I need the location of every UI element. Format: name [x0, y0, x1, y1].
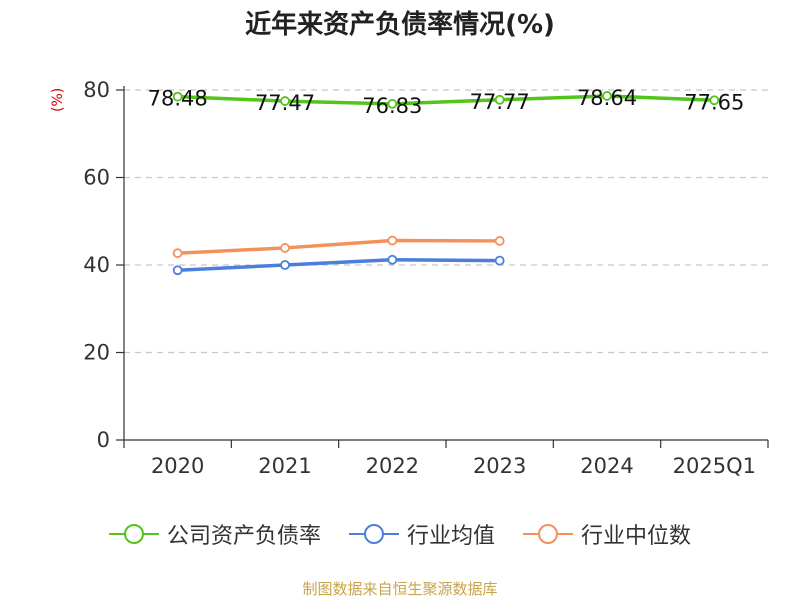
legend-item-industry-average[interactable]: 行业均值 [348, 518, 495, 550]
chart-title: 近年来资产负债率情况(%) [245, 10, 555, 40]
data-label: 77.77 [470, 90, 530, 114]
series-point-2 [280, 243, 290, 253]
data-label: 78.48 [148, 87, 208, 111]
data-label: 77.47 [255, 91, 315, 115]
series-point-0 [387, 98, 398, 109]
y-tick-label: 20 [83, 341, 110, 365]
series-line-2 [177, 238, 500, 255]
y-tick-label: 80 [83, 78, 110, 102]
legend-swatch-company [108, 524, 159, 544]
x-tick-label: 2022 [366, 454, 419, 478]
series-point-0 [709, 95, 720, 106]
series-point-1 [387, 254, 398, 265]
series-point-1 [172, 265, 183, 276]
x-tick-label: 2021 [258, 454, 311, 478]
data-label: 78.64 [577, 86, 637, 110]
data-label: 76.83 [362, 94, 422, 118]
x-tick-label: 2024 [580, 454, 633, 478]
series-line-1 [177, 258, 500, 272]
series-point-2 [387, 235, 398, 246]
source-note: 制图数据来自恒生聚源数据库 [302, 580, 498, 598]
series-point-2 [494, 236, 505, 246]
series-point-0 [172, 91, 183, 102]
x-tick-label: 2020 [151, 454, 204, 478]
series-point-1 [280, 260, 290, 270]
legend: 公司资产负债率 行业均值 行业中位数 [0, 518, 800, 550]
series-point-1 [494, 255, 505, 266]
legend-item-company[interactable]: 公司资产负债率 [108, 518, 321, 550]
y-tick-label: 60 [83, 166, 110, 190]
series-point-0 [280, 96, 290, 106]
series-point-0 [494, 94, 505, 105]
x-tick-label: 2025Q1 [673, 454, 756, 478]
legend-label-industry-median: 行业中位数 [581, 524, 692, 549]
legend-label-industry-average: 行业均值 [406, 524, 495, 549]
legend-item-industry-median[interactable]: 行业中位数 [523, 518, 691, 550]
x-tick-label: 2023 [473, 454, 526, 478]
legend-swatch-industry-average [348, 524, 399, 544]
series-point-2 [172, 248, 183, 259]
series-point-0 [602, 91, 612, 101]
legend-label-company: 公司资产负债率 [166, 524, 321, 549]
data-label: 77.65 [684, 90, 744, 114]
y-tick-label: 0 [97, 428, 110, 452]
legend-swatch-industry-median [523, 524, 573, 544]
series-line-0 [177, 94, 715, 106]
y-tick-label: 40 [83, 253, 110, 277]
